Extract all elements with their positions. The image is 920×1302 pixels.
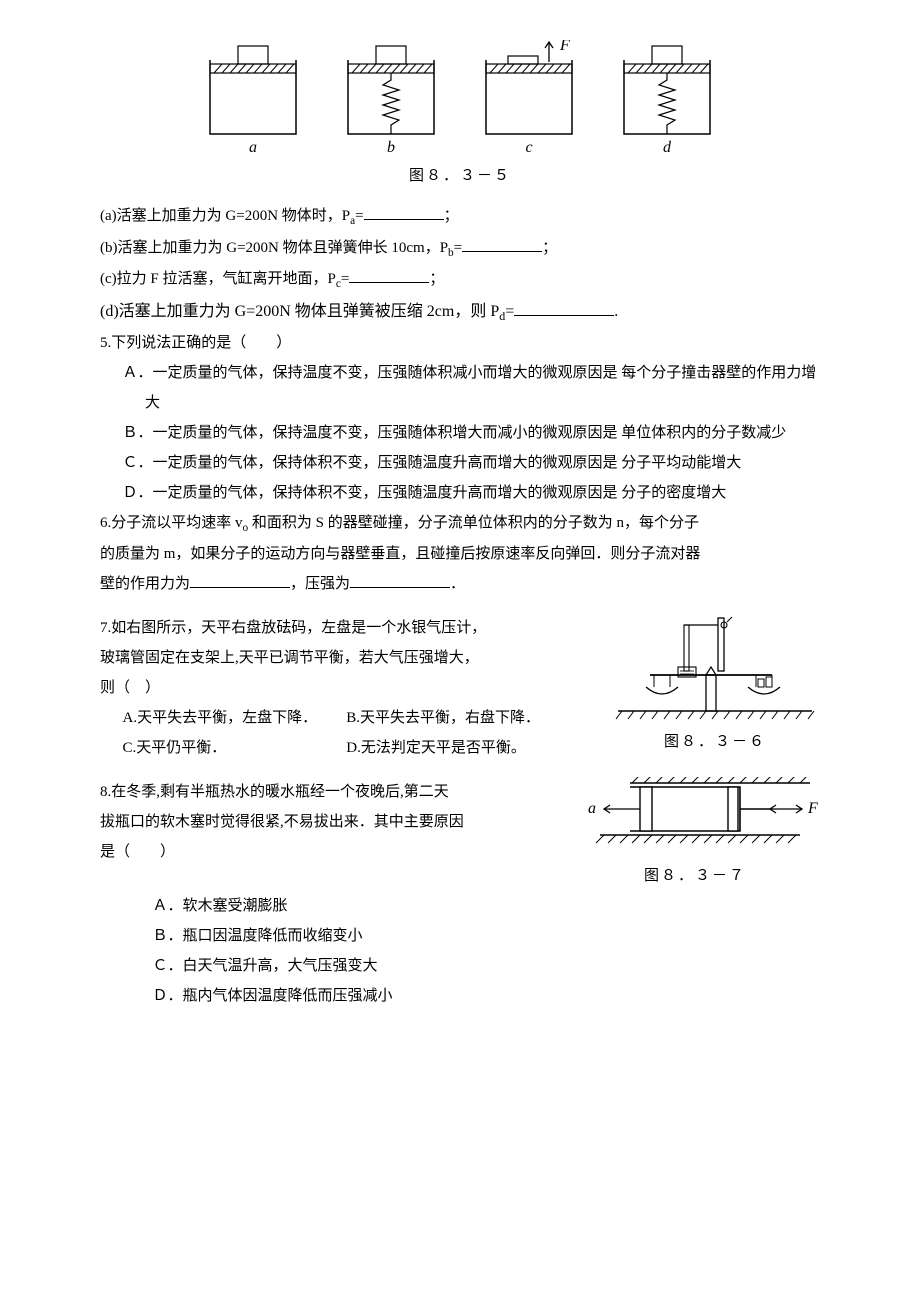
q4-d-blank — [514, 299, 614, 316]
q6-l1b: 和面积为 S 的器壁碰撞，分子流单位体积内的分子数为 n，每个分子 — [248, 515, 699, 531]
q7-C: C.天平仍平衡． — [123, 733, 343, 763]
q7-row-ab: A.天平失去平衡，左盘下降． B.天平失去平衡，右盘下降． — [100, 703, 592, 733]
q6-l3a: 壁的作用力为 — [100, 576, 190, 592]
q4-a-text: (a)活塞上加重力为 G=200N 物体时，P — [100, 208, 350, 224]
q8-B: Ｂ．瓶口因温度降低而收缩变小 — [100, 921, 820, 951]
q8-l2: 拔瓶口的软木塞时觉得很紧,不易拔出来．其中主要原因 — [100, 807, 552, 837]
q6-blank2 — [350, 572, 450, 588]
q8-C: Ｃ．白天气温升高，大气压强变大 — [100, 951, 820, 981]
q4-c-text: (c)拉力 F 拉活塞，气缸离开地面，P — [100, 271, 336, 287]
q7-row-cd: C.天平仍平衡． D.无法判定天平是否平衡。 — [100, 733, 592, 763]
q4-d-text: (d)活塞上加重力为 G=200N 物体且弹簧被压缩 2cm，则 P — [100, 303, 499, 320]
q4-c-blank — [349, 267, 429, 283]
figure-8-3-5-caption: 图８．３－５ — [100, 161, 820, 191]
q7-l2: 玻璃管固定在支架上,天平已调节平衡，若大气压强增大， — [100, 643, 592, 673]
label-d: d — [663, 139, 672, 155]
arrow-label-F: F — [807, 800, 818, 817]
q7-D: D.无法判定天平是否平衡。 — [346, 740, 526, 756]
q8-l1: 8.在冬季,剩有半瓶热水的暖水瓶经一个夜晚后,第二天 — [100, 777, 552, 807]
q4-a: (a)活塞上加重力为 G=200N 物体时，Pa=； — [100, 201, 820, 233]
q6-l3c: ． — [450, 576, 465, 592]
diagram-d: d — [612, 40, 722, 155]
q4-c-eq: = — [341, 271, 349, 287]
q4-a-end: ； — [444, 208, 459, 224]
figure-8-3-7: a F — [570, 777, 820, 857]
q7-l1: 7.如右图所示，天平右盘放砝码，左盘是一个水银气压计， — [100, 613, 592, 643]
q6-line1: 6.分子流以平均速率 vo 和面积为 S 的器壁碰撞，分子流单位体积内的分子数为… — [100, 508, 820, 540]
label-F: F — [559, 40, 570, 54]
q4-c-end: ； — [429, 271, 444, 287]
figure-8-3-7-caption: 图８．３－７ — [570, 861, 820, 891]
figure-8-3-5: a b F — [100, 40, 820, 155]
q6-blank1 — [190, 572, 290, 588]
arrow-label-a: a — [588, 800, 596, 817]
q4-b-text: (b)活塞上加重力为 G=200N 物体且弹簧伸长 10cm，P — [100, 240, 448, 256]
q8-l3: 是（ ） — [100, 837, 552, 867]
q6-l3b: ，压强为 — [290, 576, 350, 592]
label-a: a — [249, 139, 257, 155]
q4-c: (c)拉力 F 拉活塞，气缸离开地面，Pc=； — [100, 264, 820, 296]
q7-A: A.天平失去平衡，左盘下降． — [123, 703, 343, 733]
q4-b-eq: = — [454, 240, 462, 256]
label-b: b — [387, 139, 395, 155]
q4-b-end: ； — [542, 240, 557, 256]
q4-a-blank — [364, 204, 444, 220]
q4-d: (d)活塞上加重力为 G=200N 物体且弹簧被压缩 2cm，则 Pd=. — [100, 296, 820, 328]
q4-d-eq: = — [505, 303, 514, 320]
q4-b: (b)活塞上加重力为 G=200N 物体且弹簧伸长 10cm，Pb=； — [100, 233, 820, 265]
q8-A: Ａ．软木塞受潮膨胀 — [100, 891, 820, 921]
q8-D: Ｄ．瓶内气体因温度降低而压强减小 — [100, 981, 820, 1011]
q6-l1a: 6.分子流以平均速率 v — [100, 515, 243, 531]
q6-line3: 壁的作用力为 ，压强为 ． — [100, 569, 820, 599]
q5-stem: 5.下列说法正确的是（ ） — [100, 328, 820, 358]
q7-l3: 则（ ） — [100, 673, 592, 703]
q4-b-blank — [462, 236, 542, 252]
diagram-a: a — [198, 40, 308, 155]
q5-C: Ｃ．一定质量的气体，保持体积不变，压强随温度升高而增大的微观原因是 分子平均动能… — [100, 448, 820, 478]
q5-A: Ａ．一定质量的气体，保持温度不变，压强随体积减小而增大的微观原因是 每个分子撞击… — [100, 358, 820, 418]
q6-line2: 的质量为 m，如果分子的运动方向与器壁垂直，且碰撞后按原速率反向弹回．则分子流对… — [100, 539, 820, 569]
figure-8-3-6 — [610, 613, 820, 723]
q5-B: Ｂ．一定质量的气体，保持温度不变，压强随体积增大而减小的微观原因是 单位体积内的… — [100, 418, 820, 448]
q7-B: B.天平失去平衡，右盘下降． — [346, 710, 540, 726]
diagram-c: F c — [474, 40, 584, 155]
q4-a-eq: = — [355, 208, 363, 224]
figure-8-3-6-caption: 图８．３－６ — [610, 727, 820, 757]
q5-D: Ｄ．一定质量的气体，保持体积不变，压强随温度升高而增大的微观原因是 分子的密度增… — [100, 478, 820, 508]
diagram-b: b — [336, 40, 446, 155]
label-c: c — [525, 139, 532, 155]
q4-d-end: . — [614, 303, 618, 320]
